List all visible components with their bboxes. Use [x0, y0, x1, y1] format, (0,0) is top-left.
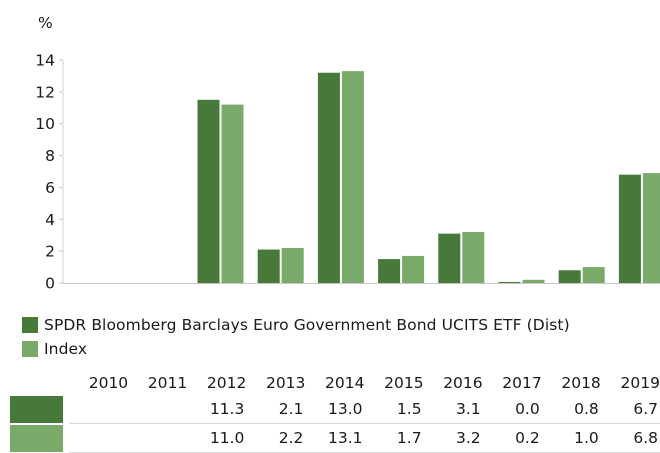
bars-group — [198, 71, 660, 283]
table-cell: 3.1 — [424, 395, 483, 424]
bar-2017-fund — [499, 282, 521, 283]
table-cell — [128, 424, 187, 453]
table-cell: 2.1 — [246, 395, 305, 424]
y-tick-label: 14 — [35, 52, 55, 70]
y-tick-label: 0 — [45, 275, 55, 293]
table-cell: 6.8 — [601, 424, 660, 453]
table-row-swatch-fund — [10, 395, 69, 424]
table-cell — [128, 395, 187, 424]
table-cell: 6.7 — [601, 395, 660, 424]
bar-2013-fund — [258, 250, 280, 283]
legend-item-index: Index — [22, 338, 570, 360]
legend-label-index: Index — [44, 340, 87, 358]
bar-2014-index — [342, 71, 364, 283]
bar-2013-index — [282, 248, 304, 283]
table-cell: 11.0 — [187, 424, 246, 453]
legend-swatch-index — [22, 341, 38, 357]
table-cell: 1.0 — [542, 424, 601, 453]
y-tick-label: 10 — [35, 115, 55, 133]
bar-2016-index — [462, 232, 484, 283]
table-year-header: 2019 — [601, 371, 660, 395]
bar-chart: % 0 2 4 6 8 10 12 14 — [0, 0, 660, 300]
table-header-row: 2010 2011 2012 2013 2014 2015 2016 2017 … — [10, 371, 660, 395]
table-year-header: 2014 — [305, 371, 364, 395]
returns-table: 2010 2011 2012 2013 2014 2015 2016 2017 … — [10, 371, 660, 453]
table-row-fund: 11.3 2.1 13.0 1.5 3.1 0.0 0.8 6.7 — [10, 395, 660, 424]
table-cell: 2.2 — [246, 424, 305, 453]
table-cell: 1.7 — [364, 424, 423, 453]
table-cell: 0.8 — [542, 395, 601, 424]
table-cell: 13.1 — [305, 424, 364, 453]
table-cell: 3.2 — [424, 424, 483, 453]
legend-item-fund: SPDR Bloomberg Barclays Euro Government … — [22, 314, 570, 336]
y-tick-label: 4 — [45, 211, 55, 229]
table-year-header: 2015 — [364, 371, 423, 395]
table-year-header: 2018 — [542, 371, 601, 395]
table-corner-cell — [10, 371, 69, 395]
table-year-header: 2013 — [246, 371, 305, 395]
table-row-swatch-index — [10, 424, 69, 453]
table-cell: 11.3 — [187, 395, 246, 424]
bar-2018-fund — [559, 270, 581, 283]
bar-2017-index — [523, 280, 545, 283]
y-axis-unit-label: % — [38, 14, 53, 32]
y-tick-label: 12 — [35, 83, 55, 101]
table-row-index: 11.0 2.2 13.1 1.7 3.2 0.2 1.0 6.8 — [10, 424, 660, 453]
table-cell: 13.0 — [305, 395, 364, 424]
table-cell: 0.0 — [483, 395, 542, 424]
bar-2012-index — [222, 105, 244, 283]
table-year-header: 2016 — [424, 371, 483, 395]
legend-label-fund: SPDR Bloomberg Barclays Euro Government … — [44, 316, 570, 334]
bar-2012-fund — [198, 100, 220, 283]
table-cell — [69, 395, 128, 424]
y-axis: 0 2 4 6 8 10 12 14 — [35, 52, 63, 293]
bar-2016-fund — [438, 234, 460, 283]
y-tick-label: 2 — [45, 243, 55, 261]
table-cell: 0.2 — [483, 424, 542, 453]
y-tick-label: 8 — [45, 147, 55, 165]
legend-swatch-fund — [22, 317, 38, 333]
y-tick-label: 6 — [45, 179, 55, 197]
table-year-header: 2012 — [187, 371, 246, 395]
bar-2015-index — [402, 256, 424, 283]
table-year-header: 2011 — [128, 371, 187, 395]
bar-2019-fund — [619, 175, 641, 283]
table-cell: 1.5 — [364, 395, 423, 424]
bar-2014-fund — [318, 73, 340, 283]
table-year-header: 2017 — [483, 371, 542, 395]
bar-2015-fund — [378, 259, 400, 283]
bar-2019-index — [643, 173, 660, 283]
table-year-header: 2010 — [69, 371, 128, 395]
table-cell — [69, 424, 128, 453]
bar-2018-index — [583, 267, 605, 283]
legend: SPDR Bloomberg Barclays Euro Government … — [22, 314, 570, 362]
